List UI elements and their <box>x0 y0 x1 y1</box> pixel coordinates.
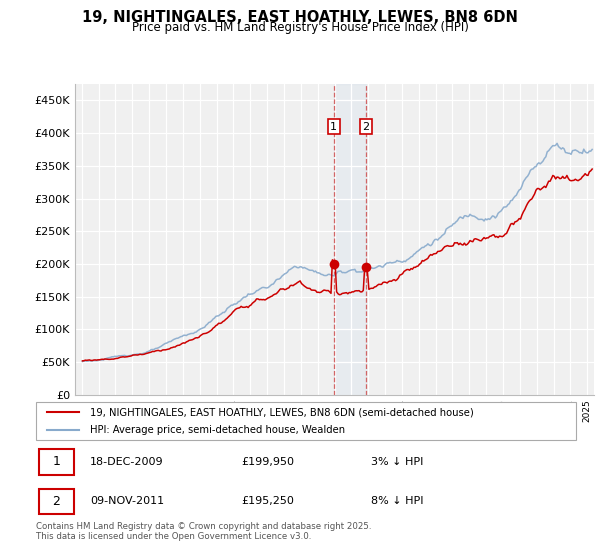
Text: 09-NOV-2011: 09-NOV-2011 <box>90 496 164 506</box>
Text: 3% ↓ HPI: 3% ↓ HPI <box>371 457 423 467</box>
Text: 2: 2 <box>52 494 60 508</box>
Text: 2: 2 <box>362 122 370 132</box>
Text: 8% ↓ HPI: 8% ↓ HPI <box>371 496 424 506</box>
FancyBboxPatch shape <box>39 449 74 475</box>
Text: 19, NIGHTINGALES, EAST HOATHLY, LEWES, BN8 6DN: 19, NIGHTINGALES, EAST HOATHLY, LEWES, B… <box>82 10 518 25</box>
Text: £195,250: £195,250 <box>241 496 294 506</box>
Text: £199,950: £199,950 <box>241 457 294 467</box>
FancyBboxPatch shape <box>36 402 576 440</box>
Text: Price paid vs. HM Land Registry's House Price Index (HPI): Price paid vs. HM Land Registry's House … <box>131 21 469 34</box>
Text: 1: 1 <box>52 455 60 469</box>
Text: 19, NIGHTINGALES, EAST HOATHLY, LEWES, BN8 6DN (semi-detached house): 19, NIGHTINGALES, EAST HOATHLY, LEWES, B… <box>90 407 474 417</box>
Text: 18-DEC-2009: 18-DEC-2009 <box>90 457 164 467</box>
Text: HPI: Average price, semi-detached house, Wealden: HPI: Average price, semi-detached house,… <box>90 425 345 435</box>
Bar <box>334 84 366 395</box>
FancyBboxPatch shape <box>39 488 74 514</box>
Text: Contains HM Land Registry data © Crown copyright and database right 2025.
This d: Contains HM Land Registry data © Crown c… <box>36 522 371 542</box>
Text: 1: 1 <box>331 122 337 132</box>
